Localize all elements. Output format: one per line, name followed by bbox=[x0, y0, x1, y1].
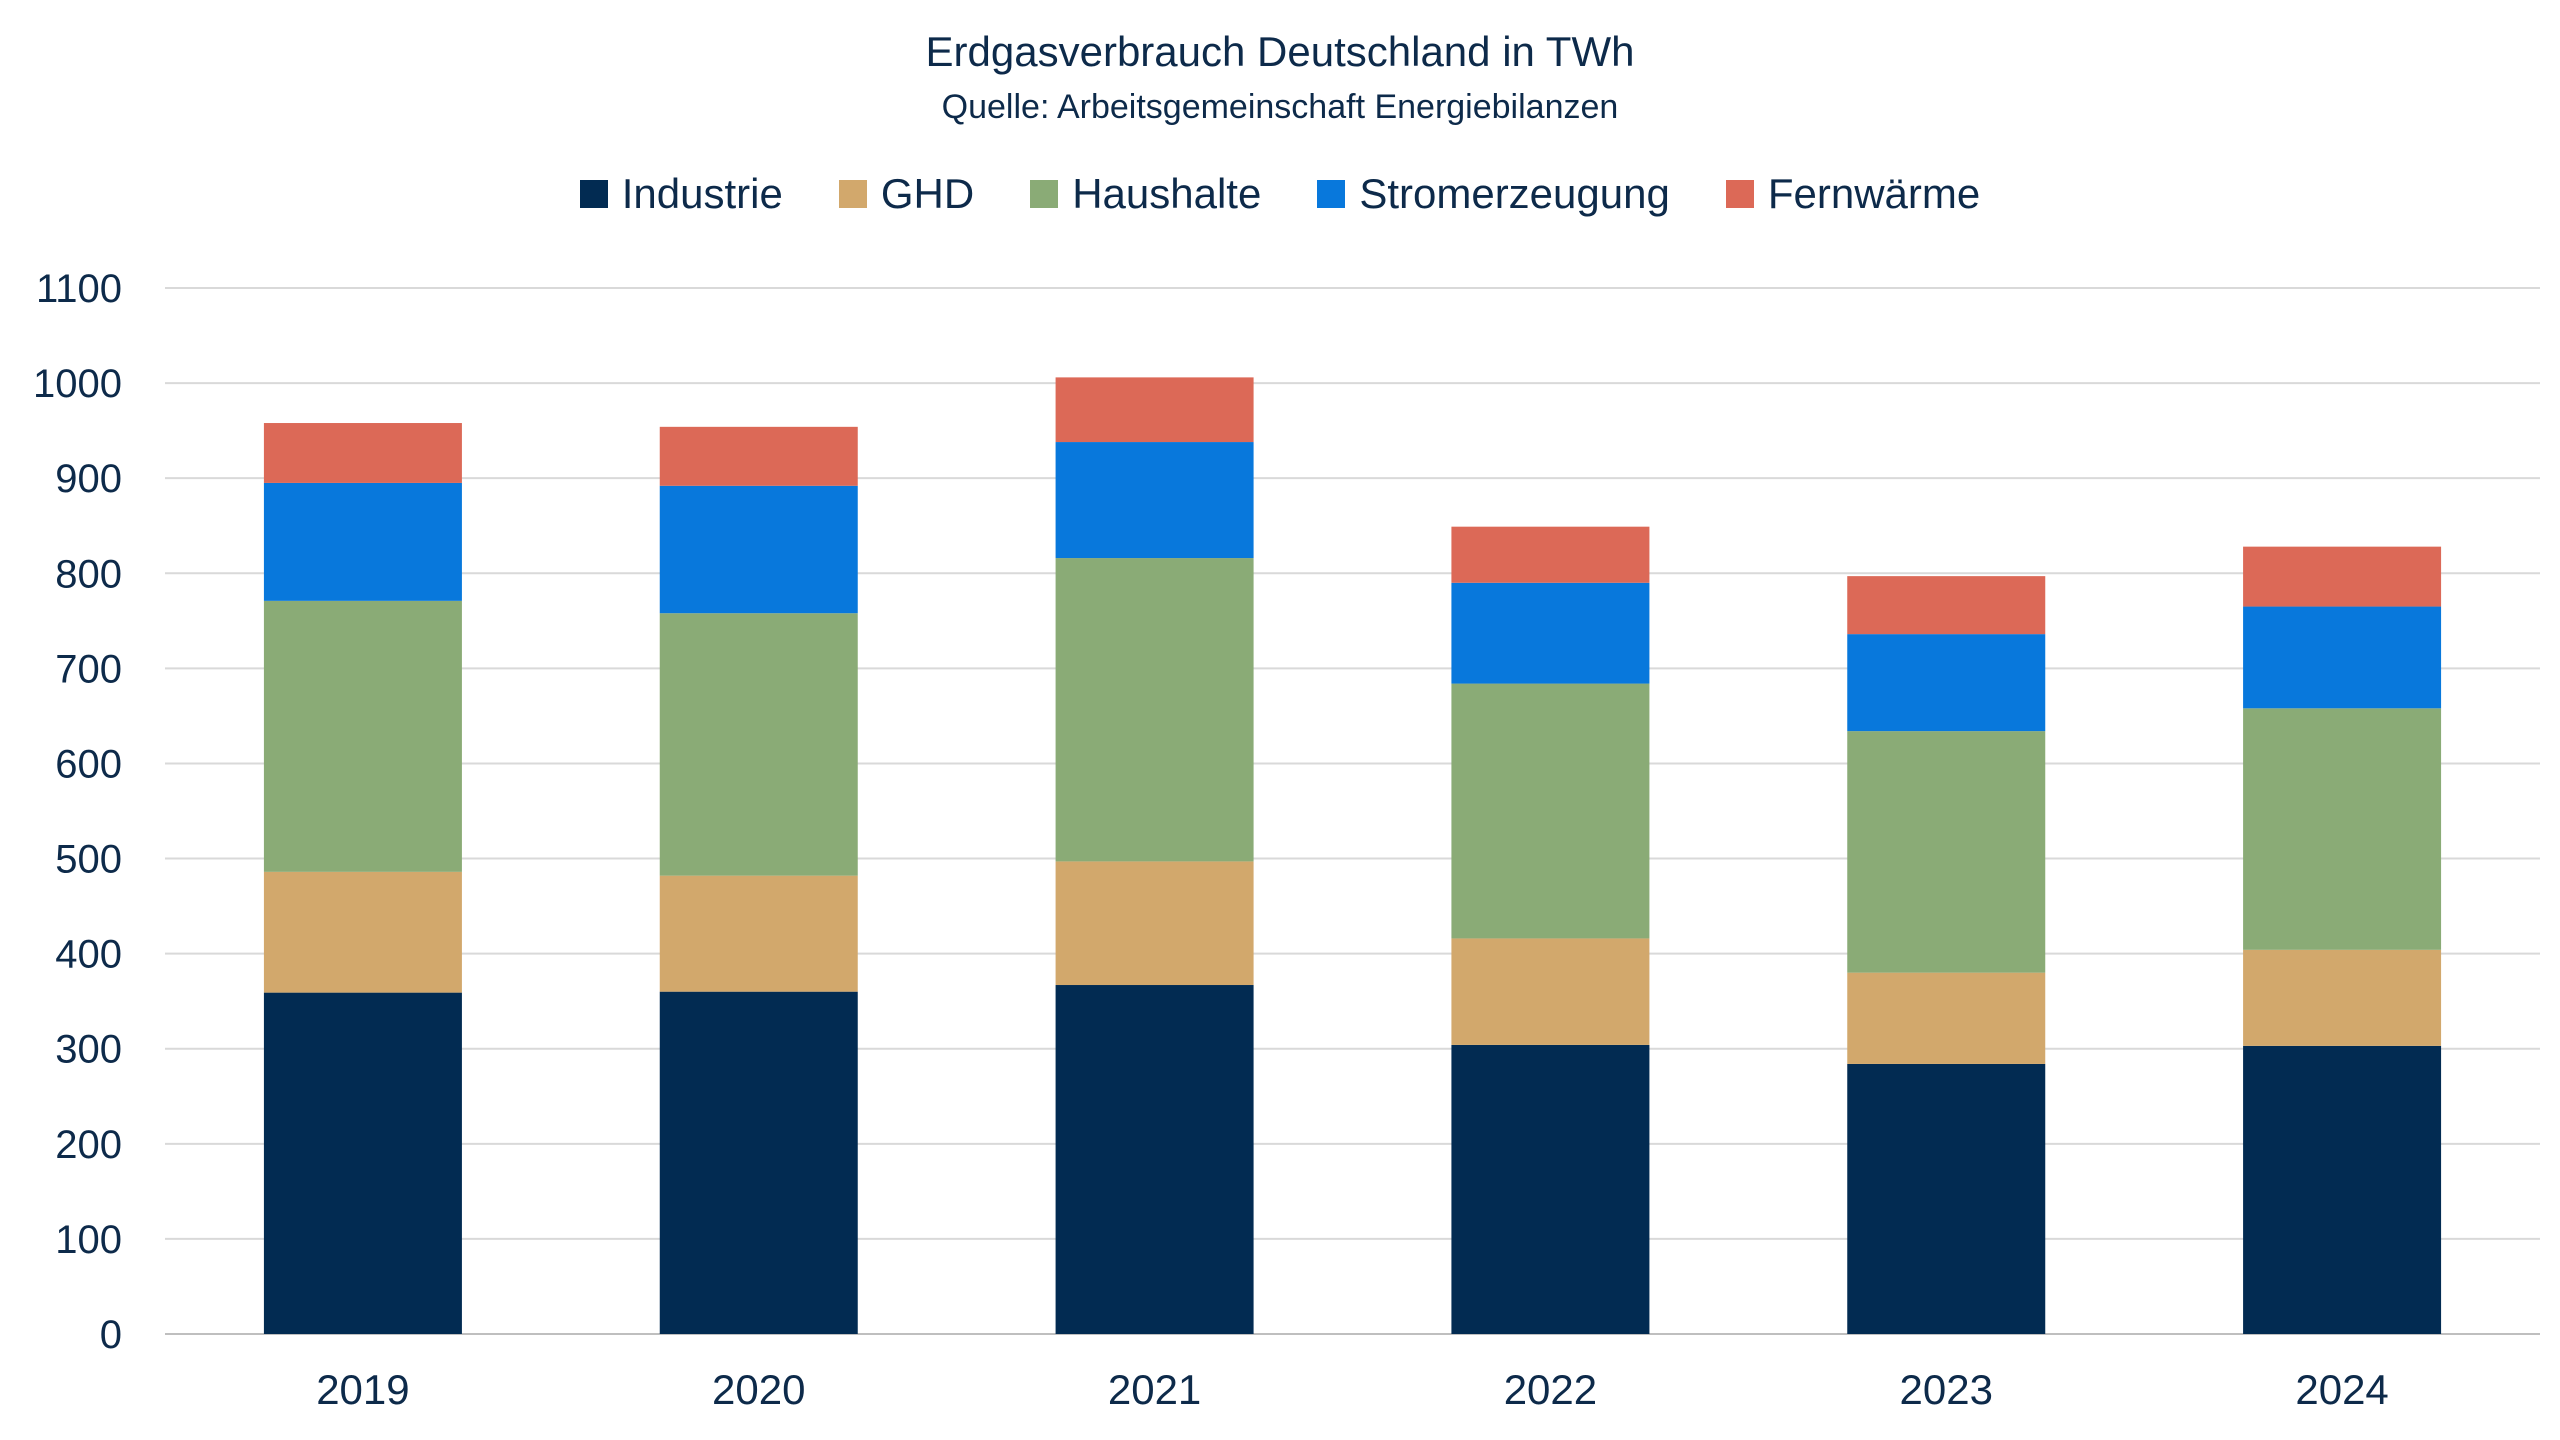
bar-segment-fernwrme bbox=[263, 423, 462, 483]
legend-item-industrie: Industrie bbox=[579, 170, 783, 218]
bar-segment-fernwrme bbox=[659, 426, 858, 486]
bar-segment-stromerzeugung bbox=[2243, 606, 2442, 709]
chart-title: Erdgasverbrauch Deutschland in TWh bbox=[925, 28, 1635, 75]
y-tick-label: 1100 bbox=[36, 267, 122, 311]
y-tick-label: 500 bbox=[55, 838, 122, 882]
legend-item-ghd: GHD bbox=[838, 170, 975, 218]
bar-segment-ghd bbox=[1847, 972, 2046, 1064]
x-tick-label: 2024 bbox=[2295, 1366, 2388, 1413]
bar-segment-fernwrme bbox=[1451, 526, 1650, 583]
legend-label: Industrie bbox=[621, 170, 783, 217]
bars bbox=[263, 377, 2442, 1334]
bar-segment-haushalte bbox=[2243, 708, 2442, 950]
legend-item-fernwaerme: Fernwärme bbox=[1725, 170, 1981, 218]
x-tick-label: 2021 bbox=[1108, 1366, 1201, 1413]
bar-segment-industrie bbox=[1055, 985, 1254, 1334]
bar-segment-industrie bbox=[2243, 1045, 2442, 1334]
bar-segment-stromerzeugung bbox=[1451, 582, 1650, 684]
bar-segment-fernwrme bbox=[1055, 377, 1254, 443]
bar-segment-ghd bbox=[2243, 949, 2442, 1046]
legend-item-haushalte: Haushalte bbox=[1030, 170, 1261, 218]
legend: Industrie GHD Haushalte Stromerzeugung F… bbox=[0, 170, 2560, 218]
bar-segment-ghd bbox=[263, 871, 462, 993]
bar-segment-ghd bbox=[659, 875, 858, 992]
bar-segment-haushalte bbox=[1847, 731, 2046, 973]
x-tick-label: 2020 bbox=[712, 1366, 805, 1413]
legend-item-stromerzeugung: Stromerzeugung bbox=[1317, 170, 1670, 218]
bar-segment-ghd bbox=[1451, 938, 1650, 1045]
y-tick-label: 300 bbox=[55, 1028, 122, 1072]
legend-swatch bbox=[1317, 180, 1346, 208]
x-tick-label: 2022 bbox=[1504, 1366, 1597, 1413]
x-tick-label: 2023 bbox=[1900, 1366, 1993, 1413]
legend-swatch bbox=[1030, 180, 1059, 208]
y-axis: 0 100 200 300 400 500 600 700 800 900 1000 1100 bbox=[33, 267, 122, 1357]
bar-segment-stromerzeugung bbox=[263, 482, 462, 601]
y-tick-label: 100 bbox=[55, 1218, 122, 1262]
chart-subtitle: Quelle: Arbeitsgemeinschaft Energiebilan… bbox=[941, 88, 1619, 126]
bar-segment-fernwrme bbox=[1847, 576, 2046, 635]
y-tick-label: 400 bbox=[55, 933, 122, 977]
bar-segment-stromerzeugung bbox=[1847, 634, 2046, 732]
y-tick-label: 800 bbox=[55, 552, 122, 596]
bar-segment-stromerzeugung bbox=[1055, 442, 1254, 559]
y-tick-label: 1000 bbox=[33, 362, 122, 406]
bar-segment-haushalte bbox=[1055, 558, 1254, 862]
legend-swatch bbox=[1725, 180, 1754, 208]
bar-segment-stromerzeugung bbox=[659, 485, 858, 614]
bar-segment-fernwrme bbox=[2243, 546, 2442, 607]
bar-segment-industrie bbox=[1847, 1063, 2046, 1334]
legend-label: Fernwärme bbox=[1767, 170, 1981, 217]
gridlines bbox=[165, 287, 2540, 1335]
y-tick-label: 700 bbox=[55, 647, 122, 691]
x-tick-label: 2019 bbox=[316, 1366, 409, 1413]
y-tick-label: 0 bbox=[100, 1313, 122, 1357]
bar-segment-industrie bbox=[659, 991, 858, 1334]
legend-label: Stromerzeugung bbox=[1359, 170, 1670, 217]
bar-segment-industrie bbox=[1451, 1044, 1650, 1334]
bar-segment-ghd bbox=[1055, 861, 1254, 986]
y-tick-label: 600 bbox=[55, 742, 122, 786]
bar-segment-industrie bbox=[263, 992, 462, 1334]
x-axis: 2019 2020 2021 2022 2023 2024 bbox=[316, 1366, 2389, 1413]
legend-swatch bbox=[838, 180, 867, 208]
y-tick-label: 200 bbox=[55, 1123, 122, 1167]
bar-segment-haushalte bbox=[263, 600, 462, 872]
legend-swatch bbox=[579, 180, 608, 208]
y-tick-label: 900 bbox=[55, 457, 122, 501]
legend-label: GHD bbox=[880, 170, 975, 217]
legend-label: Haushalte bbox=[1072, 170, 1262, 217]
bar-segment-haushalte bbox=[1451, 683, 1650, 939]
bar-segment-haushalte bbox=[659, 613, 858, 876]
